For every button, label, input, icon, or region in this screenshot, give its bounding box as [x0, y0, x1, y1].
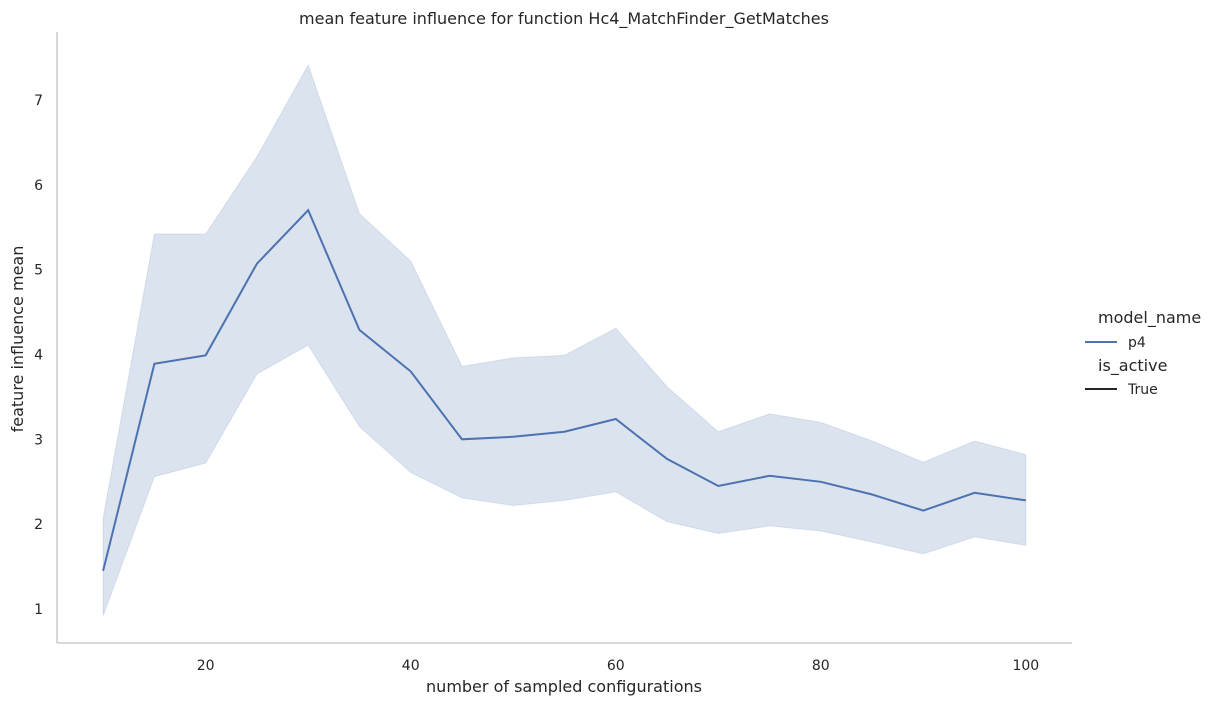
x-tick-label: 100: [1012, 658, 1039, 674]
y-tick-label: 5: [34, 263, 43, 279]
legend: model_name p4 is_active True: [1085, 308, 1201, 398]
legend-title-model-name: model_name: [1098, 308, 1201, 328]
legend-label-p4: p4: [1128, 335, 1146, 351]
x-tick-label: 20: [197, 658, 215, 674]
plot-area: [102, 63, 1027, 616]
x-axis-ticks: 20 40 60 80 100: [197, 658, 1039, 674]
x-tick-label: 60: [607, 658, 625, 674]
y-tick-label: 6: [34, 178, 43, 194]
x-tick-label: 80: [812, 658, 830, 674]
y-tick-label: 1: [34, 602, 43, 618]
chart-title: mean feature influence for function Hc4_…: [299, 9, 829, 29]
x-axis-label: number of sampled configurations: [426, 677, 702, 696]
legend-label-true: True: [1127, 382, 1158, 398]
y-axis-label: feature influence mean: [8, 246, 27, 433]
confidence-band: [102, 63, 1027, 616]
series-line-p4: [102, 208, 1027, 572]
legend-title-is-active: is_active: [1098, 356, 1167, 376]
y-tick-label: 3: [34, 432, 43, 448]
x-tick-label: 40: [402, 658, 420, 674]
y-tick-label: 2: [34, 517, 43, 533]
y-tick-label: 7: [34, 93, 43, 109]
y-tick-label: 4: [34, 347, 43, 363]
y-axis-ticks: 1 2 3 4 5 6 7: [34, 93, 43, 618]
